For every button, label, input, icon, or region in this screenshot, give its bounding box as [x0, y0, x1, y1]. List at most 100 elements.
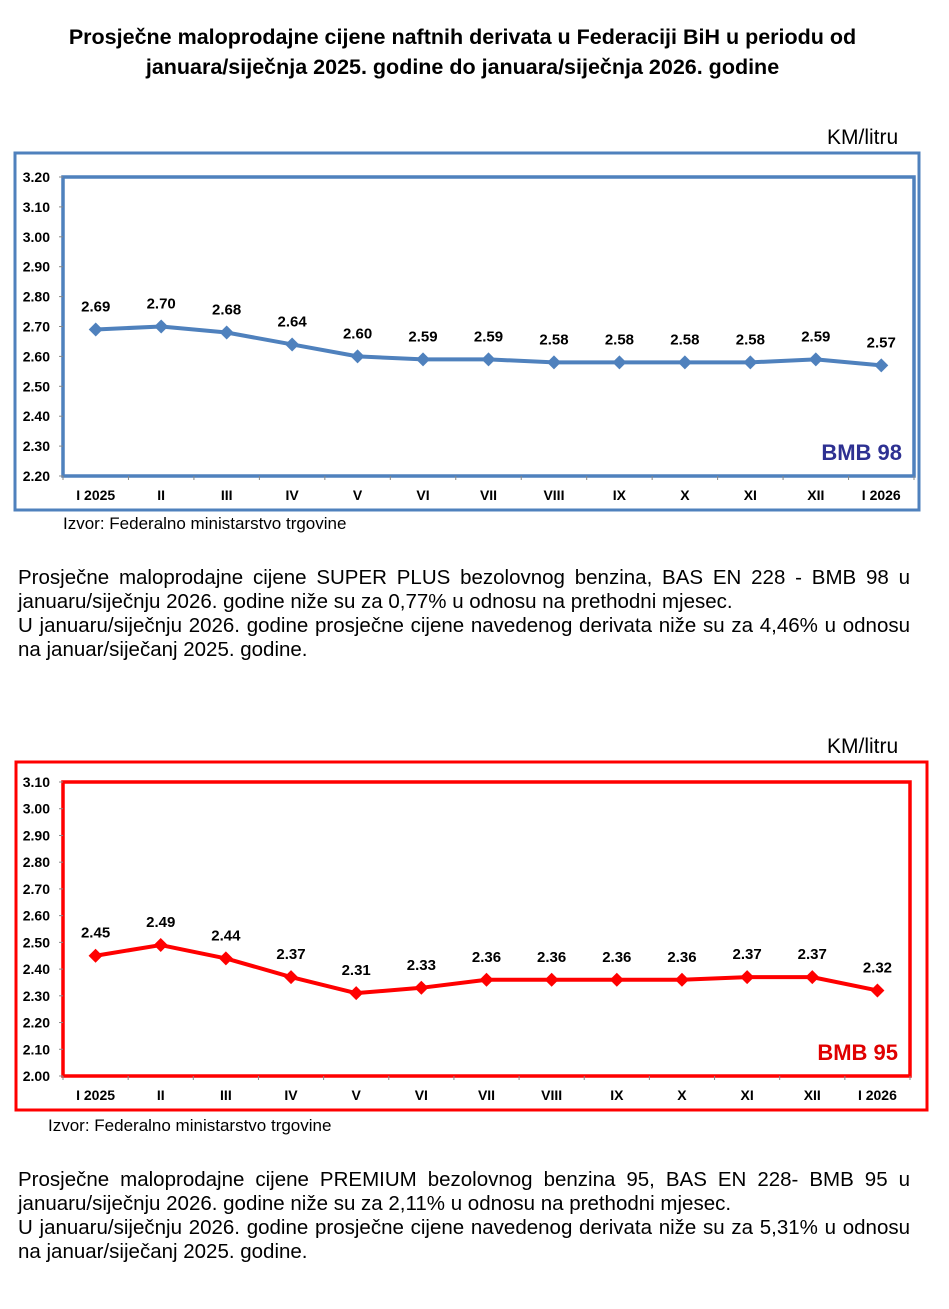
paragraph-bmb95-p1: Prosječne maloprodajne cijene PREMIUM be…	[18, 1168, 910, 1215]
data-point-marker	[544, 972, 559, 987]
y-tick-label: 2.90	[23, 827, 50, 843]
y-tick-label: 3.10	[23, 774, 50, 790]
data-point-marker	[88, 948, 103, 963]
paragraph-bmb98-p2: U januaru/siječnju 2026. godine prosječn…	[18, 614, 910, 661]
y-tick-label: 2.90	[23, 259, 50, 275]
x-tick-label: I 2025	[76, 487, 115, 503]
x-tick-label: VII	[480, 487, 497, 503]
data-label: 2.58	[539, 331, 568, 348]
chart-frame	[13, 151, 921, 512]
x-tick-label: IV	[285, 487, 299, 503]
data-point-marker	[874, 358, 889, 373]
data-point-marker	[481, 352, 496, 367]
data-point-marker	[808, 352, 823, 367]
x-tick-label: I 2025	[76, 1087, 115, 1103]
y-tick-label: 2.40	[23, 408, 50, 424]
paragraph-bmb98-p1: Prosječne maloprodajne cijene SUPER PLUS…	[18, 566, 910, 613]
data-point-marker	[153, 938, 168, 953]
paragraph-bmb95-p2: U januaru/siječnju 2026. godine prosječn…	[18, 1216, 910, 1263]
chart2-source: Izvor: Federalno ministarstvo trgovine	[48, 1116, 332, 1135]
x-tick-label: XI	[744, 487, 757, 503]
y-tick-label: 2.70	[23, 319, 50, 335]
y-tick-label: 2.10	[23, 1041, 50, 1057]
y-tick-label: 2.50	[23, 934, 50, 950]
data-point-marker	[743, 355, 758, 370]
data-point-marker	[740, 970, 755, 985]
data-label: 2.69	[81, 298, 110, 315]
data-point-marker	[88, 322, 103, 337]
x-tick-label: V	[352, 1087, 362, 1103]
x-tick-label: VIII	[541, 1087, 562, 1103]
data-label: 2.60	[343, 325, 372, 342]
y-tick-label: 2.30	[23, 988, 50, 1004]
y-tick-label: 3.20	[23, 169, 50, 185]
x-tick-label: V	[353, 487, 363, 503]
x-tick-label: IX	[613, 487, 627, 503]
paragraph-bmb95: Prosječne maloprodajne cijene PREMIUM be…	[18, 1168, 910, 1264]
data-label: 2.58	[736, 331, 765, 348]
x-tick-label: VII	[478, 1087, 495, 1103]
y-tick-label: 3.10	[23, 199, 50, 215]
data-label: 2.70	[147, 296, 176, 313]
data-point-marker	[546, 355, 561, 370]
title-line-1: Prosječne maloprodajne cijene naftnih de…	[68, 25, 857, 49]
data-label: 2.36	[472, 949, 501, 966]
data-label: 2.57	[867, 334, 896, 351]
data-point-marker	[219, 325, 234, 340]
data-point-marker	[677, 355, 692, 370]
data-label: 2.36	[667, 949, 696, 966]
x-tick-label: VIII	[543, 487, 564, 503]
data-label: 2.36	[602, 949, 631, 966]
plot-area	[61, 780, 912, 1078]
data-label: 2.37	[733, 946, 762, 963]
data-label: 2.31	[342, 962, 371, 979]
chart1-source: Izvor: Federalno ministarstvo trgovine	[63, 514, 347, 533]
y-tick-label: 2.00	[23, 1068, 50, 1084]
x-tick-label: III	[220, 1087, 232, 1103]
data-label: 2.59	[408, 328, 437, 345]
title-line-2: januara/siječnja 2025. godine do januara…	[145, 55, 780, 79]
data-label: 2.59	[474, 328, 503, 345]
page-title: Prosječne maloprodajne cijene naftnih de…	[0, 22, 925, 82]
x-tick-label: I 2026	[862, 487, 901, 503]
x-tick-label: VI	[416, 487, 429, 503]
y-tick-label: 2.40	[23, 961, 50, 977]
data-point-marker	[479, 972, 494, 987]
data-point-marker	[870, 983, 885, 998]
data-point-marker	[612, 355, 627, 370]
data-label: 2.44	[211, 927, 241, 944]
data-label: 2.36	[537, 949, 566, 966]
data-label: 2.59	[801, 328, 830, 345]
chart-frame	[14, 760, 929, 1112]
x-tick-label: II	[157, 1087, 165, 1103]
data-label: 2.45	[81, 925, 110, 942]
data-point-marker	[805, 970, 820, 985]
x-tick-label: X	[680, 487, 690, 503]
y-tick-label: 2.80	[23, 854, 50, 870]
data-point-marker	[674, 972, 689, 987]
x-tick-label: VI	[415, 1087, 428, 1103]
chart1-unit: KM/litru	[827, 126, 899, 149]
y-tick-label: 2.30	[23, 438, 50, 454]
data-label: 2.37	[798, 946, 827, 963]
data-point-marker	[154, 319, 169, 334]
x-tick-label: X	[677, 1087, 687, 1103]
data-label: 2.33	[407, 957, 436, 974]
y-tick-label: 2.20	[23, 1015, 50, 1031]
y-tick-label: 2.70	[23, 881, 50, 897]
series-name-label: BMB 98	[821, 440, 902, 465]
x-tick-label: IX	[610, 1087, 624, 1103]
x-tick-label: II	[157, 487, 165, 503]
data-point-marker	[416, 352, 431, 367]
data-point-marker	[218, 951, 233, 966]
data-point-marker	[414, 980, 429, 995]
x-tick-label: I 2026	[858, 1087, 897, 1103]
x-tick-label: XII	[804, 1087, 821, 1103]
data-point-marker	[609, 972, 624, 987]
y-tick-label: 2.60	[23, 908, 50, 924]
data-point-marker	[284, 970, 299, 985]
data-label: 2.32	[863, 959, 892, 976]
y-tick-label: 2.20	[23, 468, 50, 484]
